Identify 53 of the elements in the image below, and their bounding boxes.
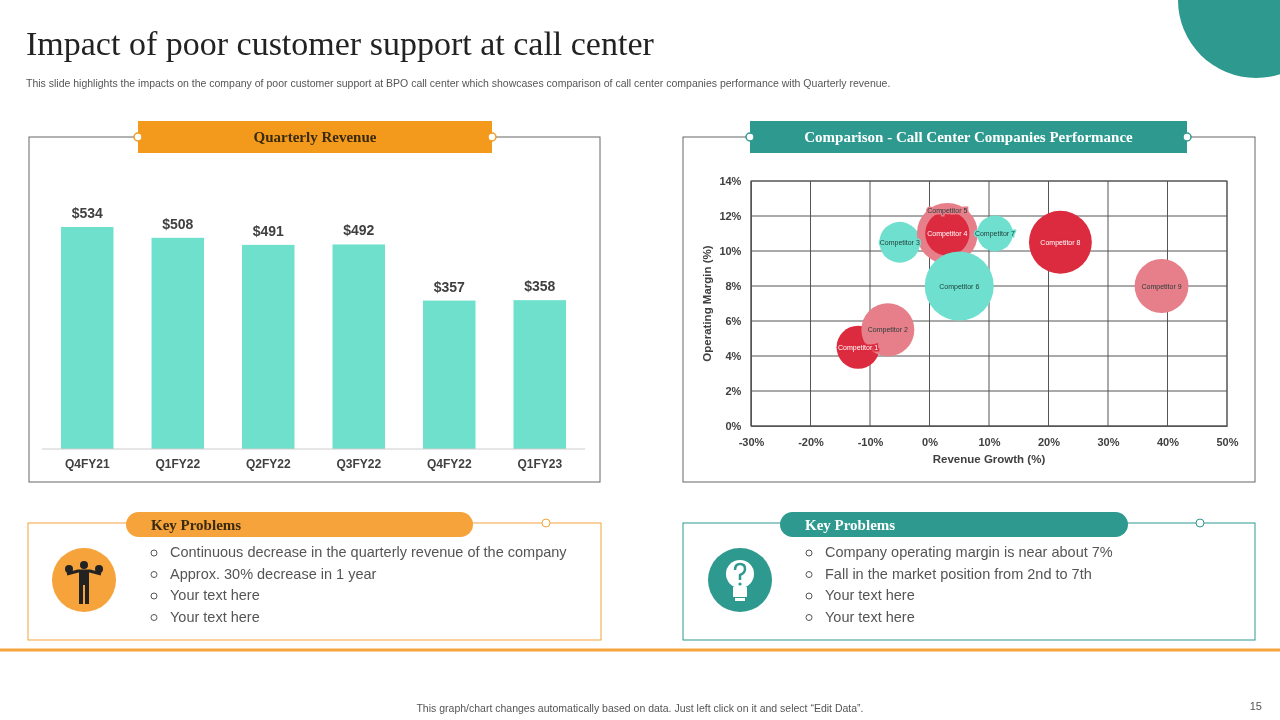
x-tick-label: 40%	[1156, 435, 1180, 448]
text: Company operating margin is near about 7%	[825, 544, 1113, 560]
x-tick-label: Q4FY21	[64, 456, 110, 471]
data-label: $508	[162, 215, 194, 232]
data-label: $492	[343, 222, 375, 239]
y-tick-label: 6%	[725, 315, 742, 328]
x-tick-label: 10%	[978, 435, 1001, 448]
y-tick-label: 2%	[725, 385, 742, 398]
chart-title: Comparison - Call Center Companies Performance	[804, 129, 1134, 145]
x-tick-label: Q2FY22	[245, 456, 291, 471]
x-tick-label: 0%	[922, 435, 939, 448]
text: Key Problems	[805, 516, 896, 533]
y-tick-label: 0%	[725, 420, 742, 433]
text: Your text here	[170, 587, 260, 603]
x-tick-label: -30%	[738, 435, 765, 448]
bar	[513, 300, 566, 449]
x-tick-label: -20%	[798, 435, 825, 448]
data-label: $358	[524, 278, 556, 295]
text: Your text here	[825, 587, 915, 603]
x-tick-label: Q1FY22	[155, 456, 201, 471]
bar	[61, 227, 114, 449]
chart-title: Quarterly Revenue	[253, 129, 377, 145]
text: Fall in the market position from 2nd to 7th	[825, 565, 1092, 582]
x-tick-label: 20%	[1037, 435, 1061, 448]
bar	[242, 244, 295, 449]
data-label: $534	[71, 205, 104, 221]
x-tick-label: Q1FY23	[517, 456, 563, 471]
data-label: $491	[252, 222, 285, 239]
bar	[423, 300, 476, 449]
text: Impact of poor customer support at call center	[26, 25, 655, 62]
text: Approx. 30% decrease in 1 year	[170, 565, 377, 582]
text: 15	[1249, 700, 1262, 712]
y-tick-label: 8%	[725, 280, 742, 293]
text: Key Problems	[151, 516, 242, 533]
x-axis-title: Revenue Growth (%)	[932, 453, 1046, 465]
x-tick-label: Q3FY22	[336, 456, 382, 471]
x-tick-label: 30%	[1097, 435, 1120, 448]
text: This graph/chart changes automatically based on data. Just left click on it and select “Edit Data”.	[416, 702, 864, 714]
y-axis-title: Operating Margin (%)	[701, 245, 713, 362]
x-tick-label: Q4FY22	[426, 456, 472, 471]
y-tick-label: 14%	[719, 175, 742, 188]
data-label: $357	[433, 278, 466, 295]
text: Continuous decrease in the quarterly revenue of the company	[170, 544, 568, 560]
text: This slide highlights the impacts on the company of poor customer support at BPO call center which showcases comparison of call center companies performance with Quarterly revenue.	[26, 77, 891, 89]
x-tick-label: 50%	[1216, 435, 1239, 448]
bar	[151, 237, 204, 449]
y-tick-label: 12%	[719, 210, 742, 223]
x-tick-label: -10%	[857, 435, 884, 448]
text: Your text here	[170, 608, 260, 625]
y-tick-label: 10%	[719, 245, 742, 258]
y-tick-label: 4%	[725, 350, 742, 363]
text: Your text here	[825, 608, 915, 625]
bar	[332, 244, 385, 449]
